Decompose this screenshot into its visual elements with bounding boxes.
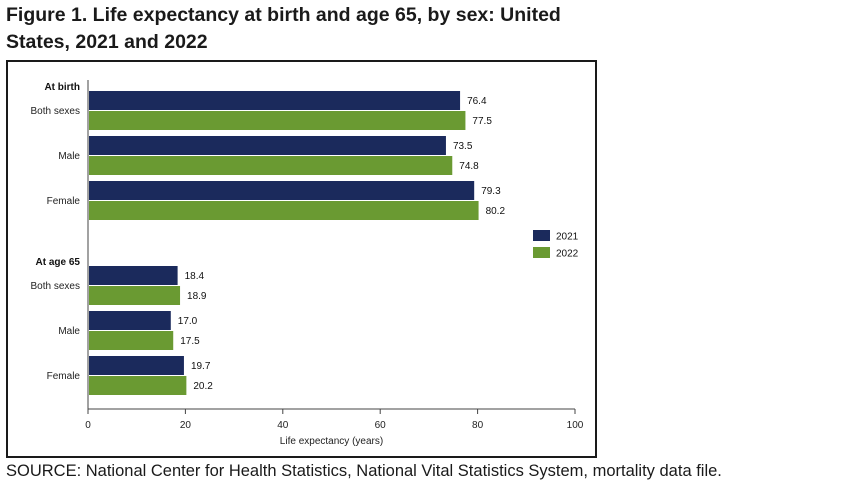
- value-label: 79.3: [481, 186, 501, 197]
- bar-2022: [89, 376, 187, 395]
- bar-2021: [89, 136, 446, 155]
- category-label: Female: [47, 196, 81, 207]
- legend-label: 2021: [556, 232, 579, 243]
- value-label: 18.9: [187, 291, 207, 302]
- category-label: Both sexes: [31, 106, 80, 117]
- x-tick-label: 100: [567, 420, 584, 431]
- value-label: 73.5: [453, 141, 473, 152]
- legend-swatch-2021: [533, 230, 550, 241]
- category-label: Male: [58, 326, 80, 337]
- source-note: SOURCE: National Center for Health Stati…: [6, 462, 722, 480]
- value-label: 17.5: [180, 336, 200, 347]
- value-label: 19.7: [191, 361, 211, 372]
- bar-2021: [89, 91, 461, 110]
- group-heading: At age 65: [36, 257, 81, 268]
- category-label: Male: [58, 151, 80, 162]
- group-heading: At birth: [44, 82, 80, 93]
- x-tick-label: 60: [375, 420, 387, 431]
- x-tick-label: 0: [85, 420, 91, 431]
- value-label: 17.0: [178, 316, 198, 327]
- x-tick-label: 40: [277, 420, 289, 431]
- bar-2022: [89, 111, 466, 130]
- bar-2021: [89, 356, 184, 375]
- legend-swatch-2022: [533, 247, 550, 258]
- category-label: Both sexes: [31, 281, 80, 292]
- value-label: 76.4: [467, 96, 487, 107]
- figure-title: Figure 1. Life expectancy at birth and a…: [6, 4, 561, 53]
- category-label: Female: [47, 371, 81, 382]
- value-label: 18.4: [185, 271, 205, 282]
- legend-label: 2022: [556, 249, 579, 260]
- value-label: 20.2: [193, 381, 213, 392]
- bar-2022: [89, 331, 174, 350]
- value-label: 80.2: [486, 206, 506, 217]
- x-tick-label: 20: [180, 420, 192, 431]
- bar-2021: [89, 311, 171, 330]
- value-label: 77.5: [472, 116, 492, 127]
- bar-2021: [89, 181, 475, 200]
- bar-2022: [89, 156, 453, 175]
- bar-2021: [89, 266, 178, 285]
- x-axis-title: Life expectancy (years): [280, 436, 383, 447]
- x-tick-label: 80: [472, 420, 484, 431]
- bar-2022: [89, 201, 479, 220]
- value-label: 74.8: [459, 161, 479, 172]
- bar-2022: [89, 286, 181, 305]
